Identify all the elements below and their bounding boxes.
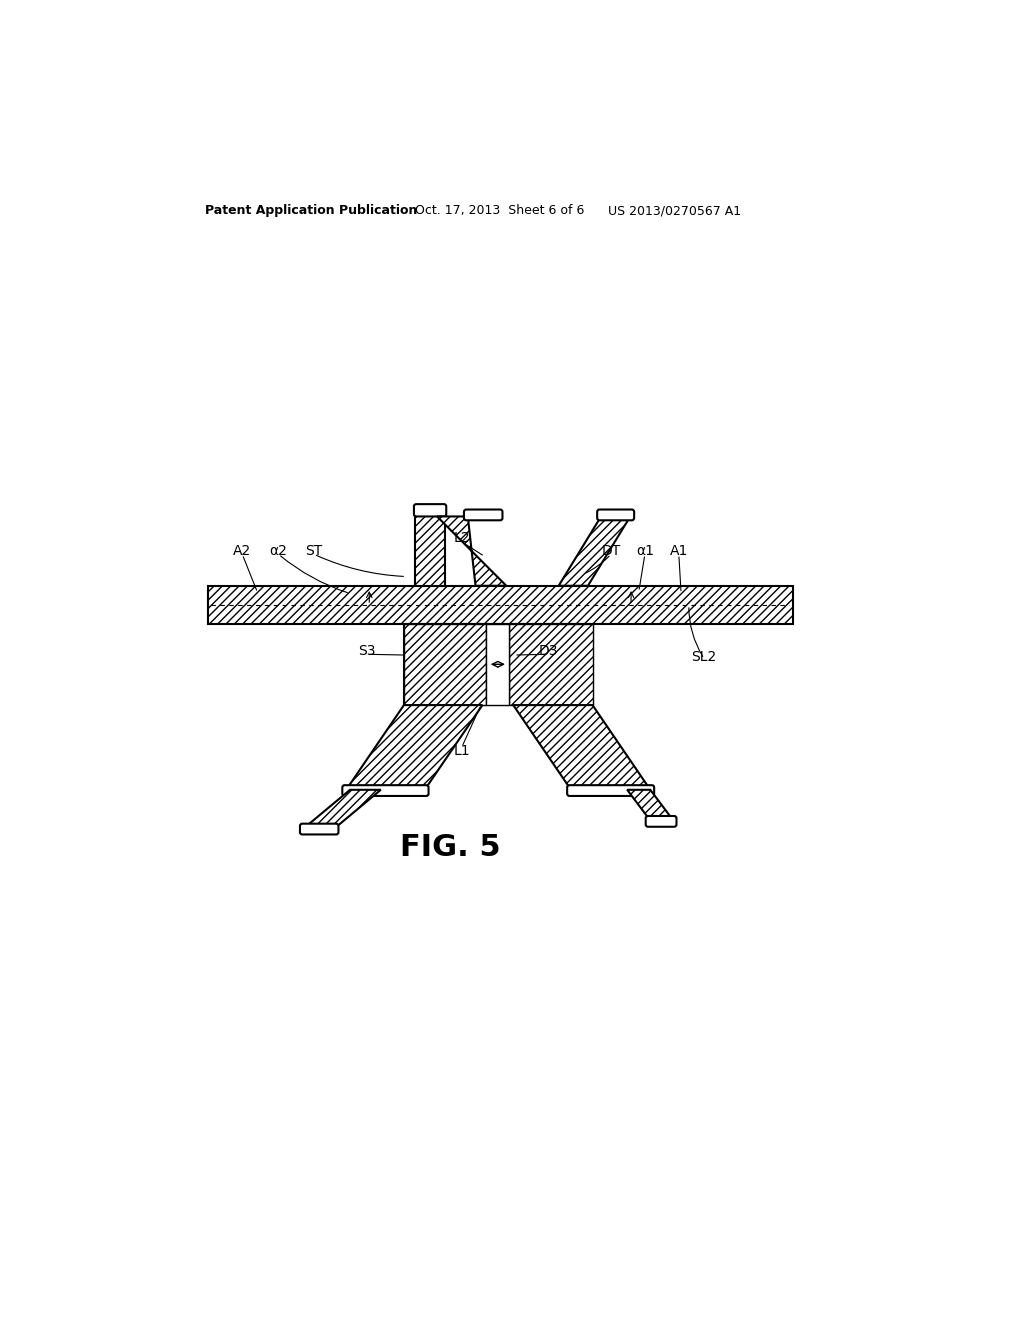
Bar: [208, 586, 793, 624]
Polygon shape: [304, 789, 381, 829]
Polygon shape: [346, 705, 482, 789]
Text: A1: A1: [670, 544, 688, 558]
Bar: [509, 624, 593, 705]
Bar: [403, 624, 486, 705]
FancyBboxPatch shape: [464, 510, 503, 520]
FancyBboxPatch shape: [646, 816, 677, 826]
Text: D3: D3: [539, 644, 558, 659]
Polygon shape: [437, 516, 506, 586]
Text: Oct. 17, 2013  Sheet 6 of 6: Oct. 17, 2013 Sheet 6 of 6: [416, 205, 585, 218]
Text: α1: α1: [636, 544, 654, 558]
Bar: [416, 513, 444, 586]
Polygon shape: [628, 789, 674, 821]
Text: DT: DT: [601, 544, 621, 558]
FancyBboxPatch shape: [300, 824, 339, 834]
Text: Patent Application Publication: Patent Application Publication: [205, 205, 418, 218]
Polygon shape: [513, 705, 650, 789]
Text: L1: L1: [454, 744, 470, 758]
Polygon shape: [559, 516, 631, 586]
Text: US 2013/0270567 A1: US 2013/0270567 A1: [608, 205, 741, 218]
FancyBboxPatch shape: [414, 504, 446, 516]
Text: ST: ST: [305, 544, 323, 558]
Text: S3: S3: [358, 644, 376, 659]
Bar: [486, 624, 509, 705]
Text: A2: A2: [233, 544, 251, 558]
Text: α2: α2: [269, 544, 288, 558]
FancyBboxPatch shape: [597, 510, 634, 520]
Text: SL2: SL2: [691, 651, 717, 664]
FancyBboxPatch shape: [342, 785, 429, 796]
Text: FIG. 5: FIG. 5: [399, 833, 501, 862]
Bar: [403, 624, 593, 705]
FancyBboxPatch shape: [567, 785, 654, 796]
Text: L2: L2: [454, 531, 470, 545]
